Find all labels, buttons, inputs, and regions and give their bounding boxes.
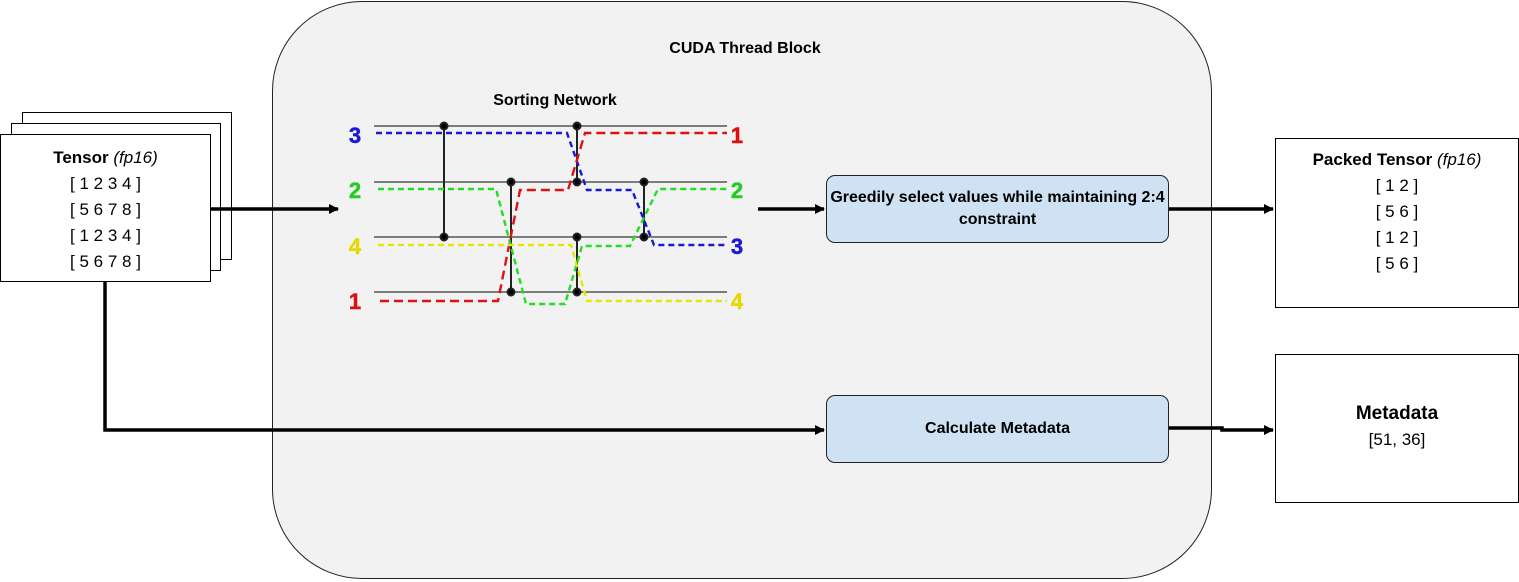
sorting-network-title: Sorting Network	[493, 92, 617, 109]
tensor-row: [ 1 2 ]	[1375, 228, 1419, 247]
output-label: 3	[731, 234, 743, 259]
path-value-2	[378, 187, 727, 306]
input-tensor-title: Tensor	[53, 148, 109, 167]
input-label: 1	[349, 289, 361, 314]
input-tensor: Tensor (fp16) [ 1 2 3 4 ] [ 5 6 7 8 ] [ …	[0, 134, 211, 282]
metadata-box: Metadata [51, 36]	[1275, 354, 1519, 503]
tensor-row: [ 5 6 ]	[1375, 254, 1419, 273]
arrow-metadata-step-to-metadata	[1169, 425, 1274, 435]
packed-tensor: Packed Tensor (fp16) [ 1 2 ] [ 5 6 ] [ 1…	[1275, 138, 1519, 308]
tensor-row: [ 1 2 3 4 ]	[70, 226, 141, 245]
output-label: 1	[731, 123, 743, 148]
calculate-metadata-step: Calculate Metadata	[826, 395, 1169, 463]
metadata-value: [51, 36]	[1368, 430, 1426, 449]
input-label: 4	[349, 234, 362, 259]
input-tensor-dtype: (fp16)	[113, 148, 158, 167]
path-value-3	[376, 131, 727, 247]
packed-tensor-title: Packed Tensor	[1312, 150, 1433, 169]
tensor-row: [ 1 2 3 4 ]	[70, 174, 141, 193]
tensor-row: [ 5 6 7 8 ]	[70, 200, 141, 219]
input-label: 3	[349, 123, 361, 148]
tensor-row: [ 1 2 ]	[1375, 176, 1419, 195]
packed-tensor-dtype: (fp16)	[1437, 150, 1482, 169]
tensor-row: [ 5 6 ]	[1375, 202, 1419, 221]
output-label: 4	[731, 289, 744, 314]
arrow-tensor-to-metadata-step	[103, 282, 825, 435]
input-label: 2	[349, 178, 361, 203]
greedy-select-step: Greedily select values while maintaining…	[826, 175, 1169, 243]
path-value-1	[380, 131, 727, 303]
tensor-row: [ 5 6 7 8 ]	[70, 252, 141, 271]
cuda-thread-block	[272, 1, 1212, 579]
path-value-4	[378, 243, 727, 303]
thread-block-title: CUDA Thread Block	[669, 40, 821, 57]
metadata-title: Metadata	[1355, 403, 1439, 424]
output-label: 2	[731, 178, 743, 203]
